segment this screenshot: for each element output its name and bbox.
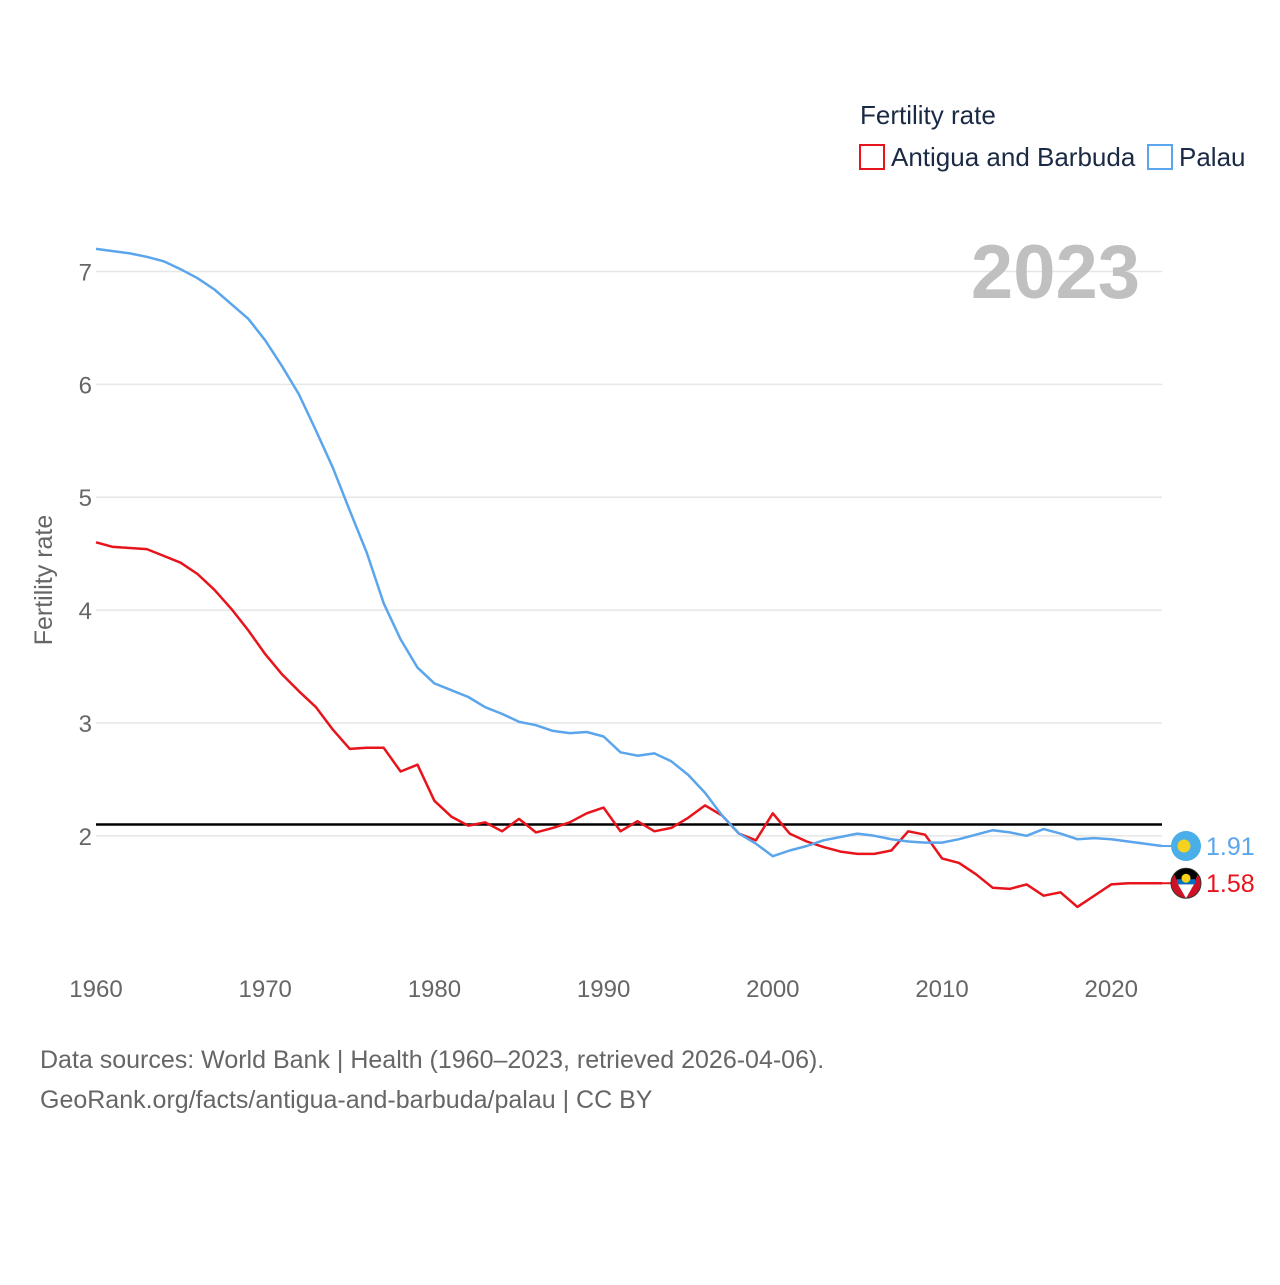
y-tick-label: 6	[79, 372, 92, 399]
legend-label-antigua: Antigua and Barbuda	[891, 142, 1136, 172]
x-tick-label: 1990	[577, 976, 630, 1003]
antigua-flag-icon	[1170, 867, 1202, 899]
end-value-label-1: 1.91	[1206, 833, 1255, 861]
y-tick-label: 2	[79, 824, 92, 851]
x-tick-label: 2000	[746, 976, 799, 1003]
y-tick-label: 5	[79, 485, 92, 512]
legend-label-palau: Palau	[1179, 142, 1246, 172]
series-lines	[95, 247, 1163, 909]
palau-flag-icon	[1171, 830, 1201, 861]
x-tick-label: 1980	[408, 976, 461, 1003]
legend-item-palau[interactable]: Palau	[1147, 142, 1246, 172]
legend: Fertility rate Antigua and Barbuda Palau	[859, 100, 1246, 172]
source-line-2[interactable]: GeoRank.org/facts/antigua-and-barbuda/pa…	[40, 1086, 653, 1114]
source-line-1: Data sources: World Bank | Health (1960–…	[40, 1046, 824, 1074]
y-tick-label: 4	[79, 598, 92, 625]
legend-title: Fertility rate	[860, 100, 996, 130]
gridlines	[96, 270, 1162, 837]
legend-swatch-palau	[1147, 144, 1173, 170]
x-tick-label: 2020	[1085, 976, 1138, 1003]
x-tick-label: 2010	[915, 976, 968, 1003]
legend-item-antigua[interactable]: Antigua and Barbuda	[859, 142, 1136, 172]
series-line-1[interactable]	[95, 247, 1163, 858]
series-line-0[interactable]	[95, 541, 1162, 909]
end-markers: 1.58 1.91	[1162, 830, 1255, 899]
x-axis: 1960 1970 1980 1990 2000 2010 2020	[69, 976, 1138, 1003]
x-tick-label: 1960	[69, 976, 122, 1003]
y-axis-label: Fertility rate	[30, 515, 58, 646]
y-axis: 2 3 4 5 6 7	[79, 259, 92, 850]
legend-swatch-antigua	[859, 144, 885, 170]
y-tick-label: 7	[79, 259, 92, 286]
x-tick-label: 1970	[239, 976, 292, 1003]
end-value-label-0: 1.58	[1206, 870, 1255, 898]
year-watermark: 2023	[971, 230, 1140, 315]
y-tick-label: 3	[79, 711, 92, 738]
